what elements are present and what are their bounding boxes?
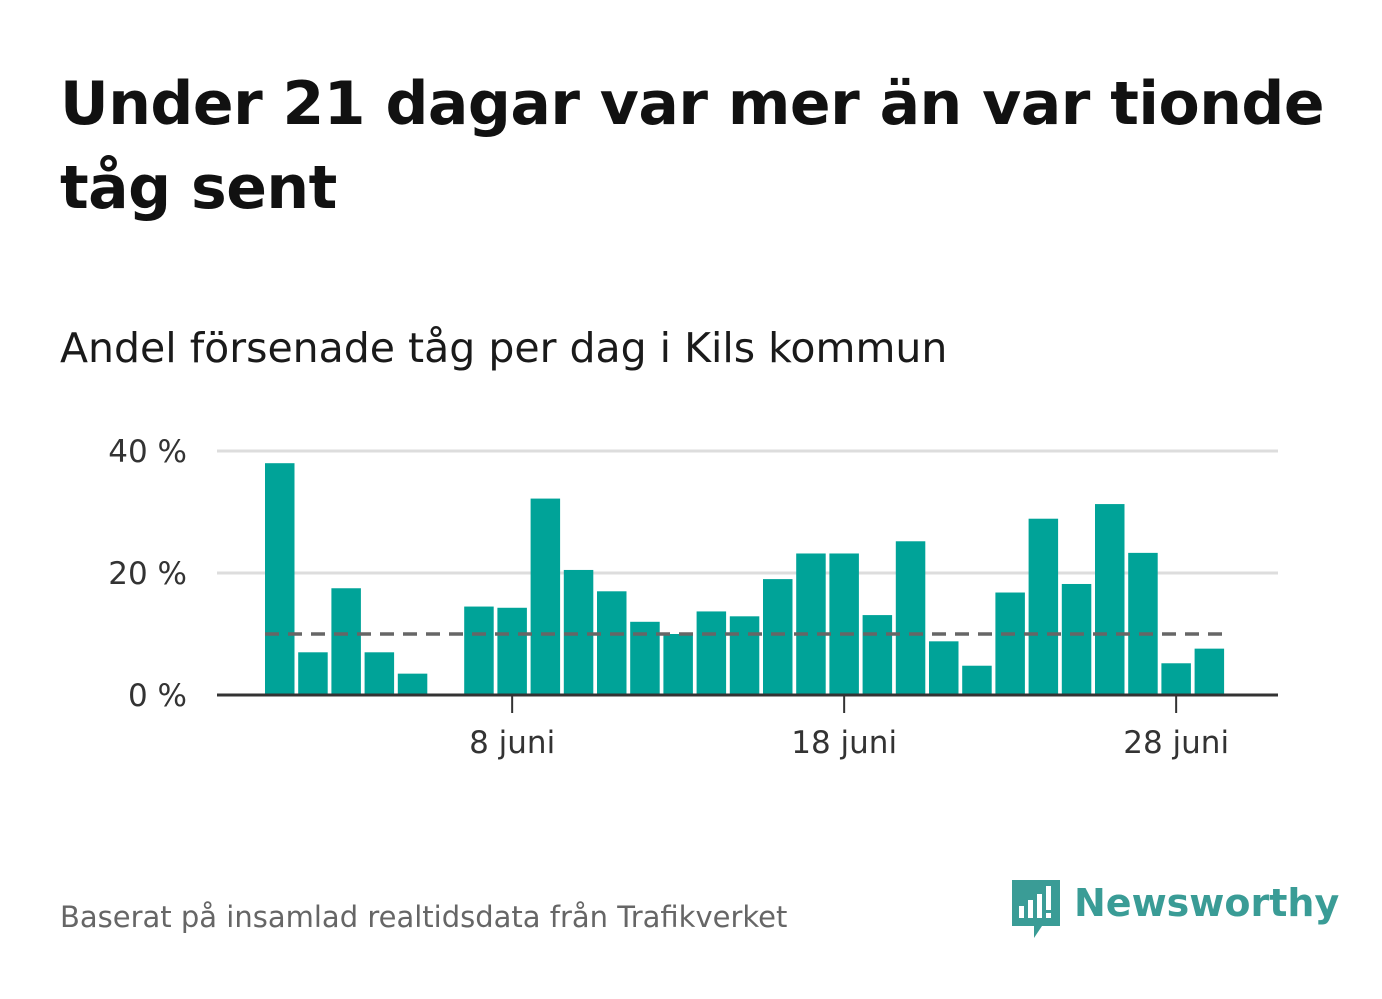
y-tick-label: 40 %	[108, 434, 187, 470]
chart-subtitle: Andel försenade tåg per dag i Kils kommu…	[60, 324, 948, 372]
bar	[862, 615, 893, 695]
x-tick-label: 8 juni	[469, 725, 555, 761]
bar	[929, 641, 959, 695]
logo-text: Newsworthy	[1074, 881, 1340, 925]
newsworthy-chart-bubble-icon	[1012, 880, 1060, 938]
bar	[995, 592, 1025, 695]
y-tick-label: 0 %	[128, 678, 187, 714]
bar	[1028, 518, 1059, 695]
y-tick-label: 20 %	[108, 556, 187, 592]
bar	[497, 607, 527, 695]
bar	[829, 553, 859, 695]
bar	[1061, 583, 1092, 695]
bar	[1161, 663, 1191, 695]
bar	[1194, 648, 1225, 695]
chart-title: Under 21 dagar var mer än var tionde tåg…	[60, 69, 1325, 223]
bar	[663, 634, 693, 695]
bar	[696, 611, 727, 695]
bar	[331, 588, 361, 695]
bar	[895, 541, 926, 695]
bar	[1095, 504, 1125, 695]
newsworthy-logo: Newsworthy	[1010, 878, 1339, 942]
bar	[298, 652, 328, 695]
bar	[530, 498, 561, 695]
bar	[597, 591, 627, 695]
x-tick-label: 28 juni	[1123, 725, 1229, 761]
source-note: Baserat på insamlad realtidsdata från Tr…	[60, 900, 788, 934]
bar	[962, 665, 992, 695]
bar	[763, 579, 793, 695]
bar	[265, 463, 295, 695]
bar	[464, 606, 494, 695]
bar	[796, 553, 826, 695]
bar	[364, 652, 395, 695]
bar	[397, 673, 428, 695]
x-tick-label: 18 juni	[791, 725, 897, 761]
bar	[729, 616, 760, 695]
bar	[1128, 552, 1158, 695]
